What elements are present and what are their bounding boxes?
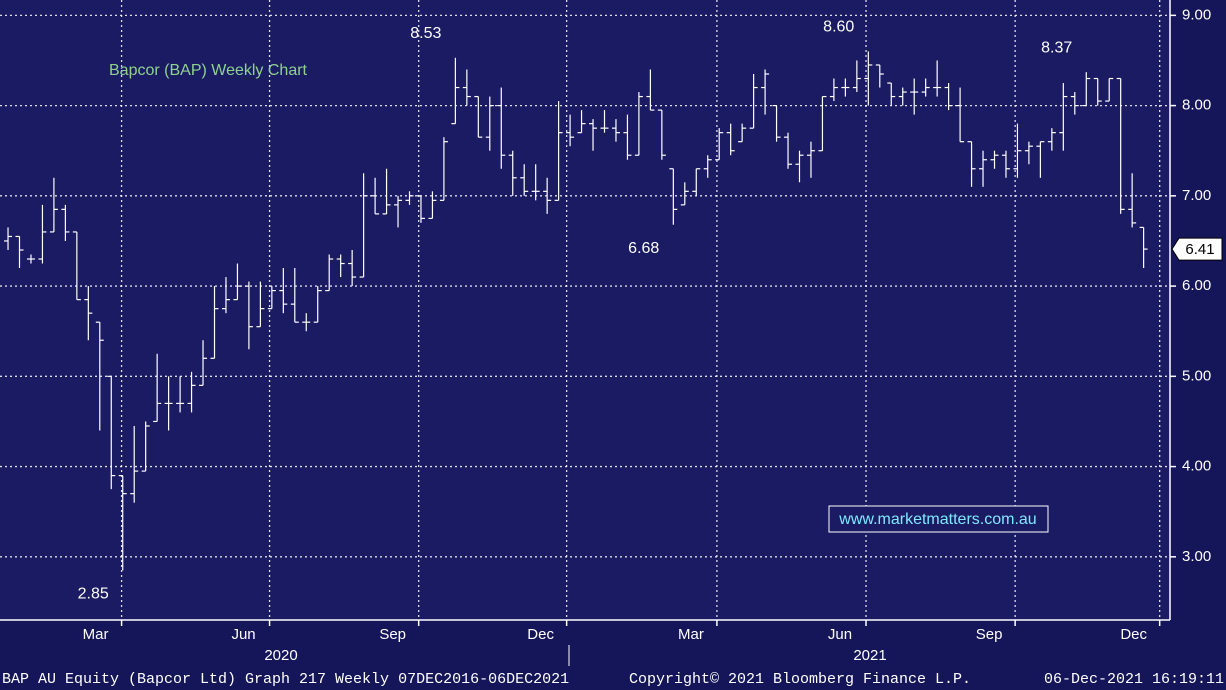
grid: [0, 0, 1170, 620]
watermark-box: [828, 505, 1049, 533]
y-tick-label: 7.00: [1182, 187, 1211, 204]
bars: [4, 51, 1148, 571]
x-tick-label: Mar: [83, 626, 109, 643]
footer-center: Copyright© 2021 Bloomberg Finance L.P.: [629, 671, 971, 688]
x-tick-label: Sep: [976, 626, 1003, 643]
y-tick-label: 5.00: [1182, 367, 1211, 384]
x-tick-label: Mar: [678, 626, 704, 643]
x-tick-label: Jun: [231, 626, 255, 643]
annotation: 8.60: [823, 19, 854, 36]
y-tick-label: 6.00: [1182, 277, 1211, 294]
y-tick-label: 9.00: [1182, 6, 1211, 23]
x-tick-label: Jun: [828, 626, 852, 643]
y-tick-label: 4.00: [1182, 458, 1211, 475]
last-price-label: 6.41: [1185, 241, 1214, 258]
footer-right: 06-Dec-2021 16:19:11: [1044, 671, 1224, 688]
year-label: 2020: [264, 647, 297, 664]
year-label: 2021: [853, 647, 886, 664]
annotation: 8.37: [1041, 39, 1072, 56]
x-tick-label: Dec: [1120, 626, 1147, 643]
footer-left: BAP AU Equity (Bapcor Ltd) Graph 217 Wee…: [2, 671, 569, 688]
annotation: 2.85: [78, 586, 109, 603]
chart-title: Bapcor (BAP) Weekly Chart: [109, 62, 308, 79]
annotation: 8.53: [410, 25, 441, 42]
x-tick-label: Dec: [527, 626, 554, 643]
last-price-tag: [1171, 237, 1223, 261]
x-tick-label: Sep: [379, 626, 406, 643]
y-tick-label: 8.00: [1182, 97, 1211, 114]
annotation: 6.68: [628, 240, 659, 257]
y-tick-label: 3.00: [1182, 548, 1211, 565]
watermark: www.marketmatters.com.au: [838, 511, 1036, 528]
